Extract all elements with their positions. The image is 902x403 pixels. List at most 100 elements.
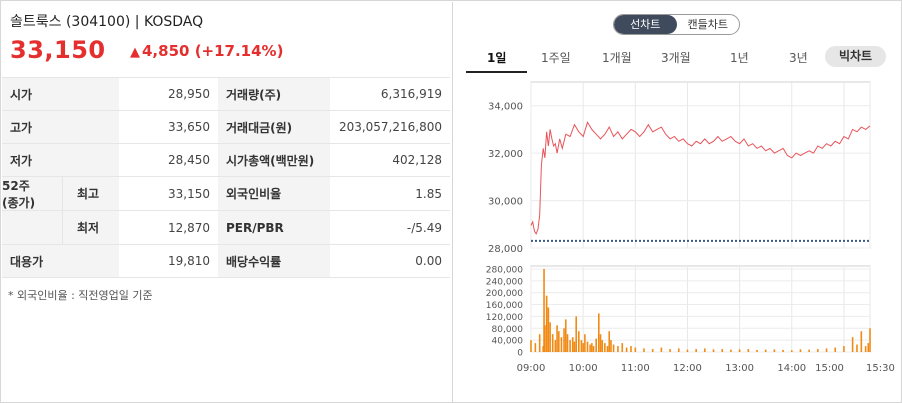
line-chart-button[interactable]: 선차트 [614, 15, 677, 34]
volume-bar [547, 307, 550, 352]
price-change: ▲ 4,850 (+17.14%) [130, 42, 283, 60]
row-label: 최고 [62, 177, 119, 210]
row-value: 28,950 [119, 77, 218, 111]
price-volume-chart: 34,000 32,000 30,000 28,000 280,000 240,000 20… [486, 81, 895, 374]
row-label: 거래량(주) [218, 77, 330, 111]
volume-bar [825, 348, 828, 352]
tab-1month[interactable]: 1개월 [602, 51, 632, 65]
volume-bar [669, 349, 671, 352]
volume-bar [591, 343, 593, 352]
price-plot-frame [530, 81, 871, 249]
volume-bar [563, 328, 565, 352]
table-row: 대용가 19,810 배당수익률 0.00 [2, 244, 450, 278]
volume-bar [817, 349, 819, 352]
x-tick-label: 13:00 [725, 363, 754, 374]
week52-cell: 최저 [2, 210, 119, 245]
volume-bar [599, 334, 602, 352]
volume-bar [799, 349, 802, 352]
volume-tick-label: 240,000 [486, 277, 523, 287]
volume-bar [630, 346, 632, 352]
tab-1year[interactable]: 1년 [730, 51, 749, 65]
tab-1day[interactable]: 1일 [487, 51, 507, 65]
volume-bar [851, 337, 854, 352]
volume-bar [621, 343, 624, 352]
volume-bar [625, 347, 628, 352]
volume-bar [545, 295, 548, 352]
volume-tick-label: 280,000 [486, 265, 523, 275]
volume-bar [704, 348, 706, 352]
volume-tick-label: 40,000 [492, 337, 524, 347]
stock-info-table: 시가 28,950 거래량(주) 6,316,919 고가 33,650 거래대… [2, 77, 450, 278]
volume-bar [677, 348, 680, 352]
row-value: 1.85 [330, 176, 450, 211]
volume-tick-label: 200,000 [486, 289, 523, 299]
week52-label: 52주 (종가) [2, 178, 36, 210]
volume-bar [592, 346, 595, 352]
volume-tick-label: 0 [517, 349, 523, 359]
chart-panel: 선차트 캔들차트 1일 1주일 1개월 3개월 1년 3년 빅차트 34,000… [452, 2, 901, 402]
volume-bar [571, 337, 574, 352]
volume-tick-label: 160,000 [486, 301, 523, 311]
tab-1week[interactable]: 1주일 [541, 51, 571, 65]
row-value: 203,057,216,800 [330, 110, 450, 144]
volume-bar [556, 325, 558, 352]
volume-bar [573, 341, 576, 352]
volume-bar [530, 340, 532, 352]
volume-bar [595, 338, 597, 352]
row-value: 33,650 [119, 110, 218, 144]
x-tick-label: 15:00 [815, 363, 844, 374]
volume-bar [601, 340, 604, 352]
row-value: 28,450 [119, 143, 218, 177]
volume-bar [575, 316, 577, 352]
volume-bar [544, 325, 546, 352]
volume-bar [782, 349, 784, 352]
volume-bar [564, 319, 567, 352]
volume-bar [686, 349, 689, 352]
volume-bar [589, 344, 591, 352]
volume-bar [756, 349, 758, 352]
volume-bar [864, 346, 867, 352]
volume-plot-frame [530, 265, 871, 353]
x-tick-label: 14:00 [777, 363, 806, 374]
table-row: 저가 28,450 시가총액(백만원) 402,128 [2, 143, 450, 177]
volume-tick-label: 120,000 [486, 313, 523, 323]
volume-bar [610, 340, 612, 352]
volume-bar [834, 347, 837, 352]
volume-bar [869, 328, 871, 352]
row-value: 6,316,919 [330, 77, 450, 111]
volume-bar [608, 331, 611, 352]
row-label: 외국인비율 [218, 176, 330, 211]
footnote: * 외국인비율 : 직전영업일 기준 [8, 289, 153, 302]
volume-bar [860, 331, 863, 352]
row-label: 최저 [62, 211, 119, 244]
price-tick-label: 34,000 [488, 102, 523, 113]
volume-bar [721, 349, 724, 352]
candle-chart-button[interactable]: 캔들차트 [687, 18, 728, 31]
row-value: 402,128 [330, 143, 450, 177]
tab-3month[interactable]: 3개월 [661, 51, 691, 65]
current-price: 33,150 [10, 36, 106, 64]
row-label: 거래대금(원) [218, 110, 330, 144]
volume-bar [586, 341, 589, 352]
row-label: 시가총액(백만원) [218, 143, 330, 177]
big-chart-button[interactable]: 빅차트 [825, 46, 886, 67]
volume-bar [584, 334, 586, 352]
volume-bar [606, 346, 609, 352]
volume-bar [790, 350, 793, 352]
x-tick-label: 11:00 [621, 363, 650, 374]
table-row: 최저 12,870 PER/PBR -/5.49 [2, 210, 450, 245]
active-tab-underline [466, 71, 527, 73]
tab-3year[interactable]: 3년 [789, 51, 808, 65]
price-series-line [530, 121, 871, 235]
volume-bar [542, 346, 544, 352]
chart-type-toggle: 선차트 캔들차트 [613, 14, 740, 35]
price-tick-label: 30,000 [488, 197, 523, 208]
row-label: PER/PBR [218, 210, 330, 245]
volume-bar [534, 343, 537, 352]
stock-info-panel: 솔트룩스 (304100) | KOSDAQ 33,150 ▲ 4,850 (+1… [2, 2, 450, 402]
volume-bar [543, 268, 545, 352]
change-amount: 4,850 [142, 42, 190, 60]
volume-bar [538, 334, 541, 352]
table-row: 시가 28,950 거래량(주) 6,316,919 [2, 77, 450, 111]
